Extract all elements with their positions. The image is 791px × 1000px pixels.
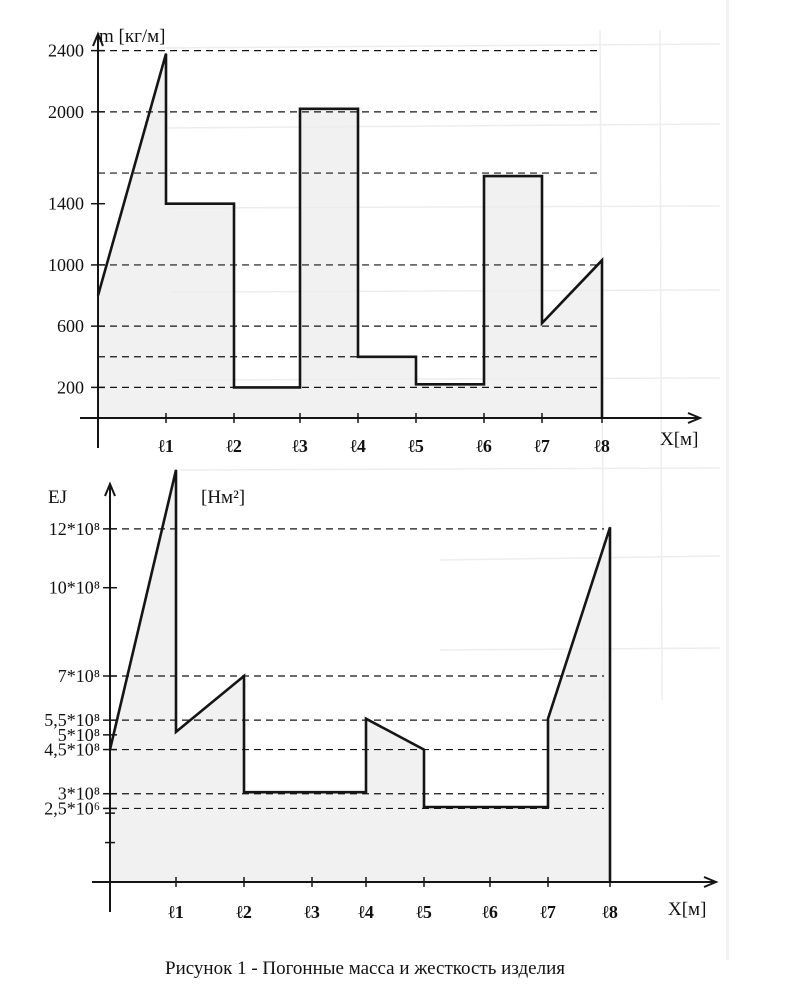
x-category-label: ℓ1 — [168, 902, 184, 922]
figure-caption: Рисунок 1 - Погонные масса и жесткость и… — [165, 958, 565, 979]
y-tick-label: 1400 — [48, 194, 84, 214]
data-point — [299, 386, 301, 388]
x-category-label: ℓ6 — [476, 436, 492, 456]
y-tick-label: 2000 — [48, 102, 84, 122]
data-point — [483, 175, 485, 177]
y-tick-label: 10*10⁸ — [49, 578, 100, 598]
y-tick-label: 2400 — [48, 41, 84, 61]
x-axis-label: X[м] — [660, 429, 698, 450]
x-category-label: ℓ7 — [540, 902, 556, 922]
data-point — [423, 748, 425, 751]
data-point — [541, 322, 543, 324]
data-point — [365, 718, 367, 720]
y-tick-label: 7*10⁸ — [58, 666, 100, 686]
data-point — [541, 175, 543, 177]
x-category-label: ℓ3 — [304, 902, 320, 922]
y-tick-label: 1000 — [48, 255, 84, 275]
area-fill-1 — [98, 53, 602, 418]
y-tick-label: 3*10⁸ — [58, 784, 100, 804]
y-tick-label: 12*10⁸ — [49, 519, 100, 539]
x-axis-label: X[м] — [668, 899, 706, 920]
y-tick-label: 4,5*10⁸ — [44, 740, 100, 760]
x-category-label: ℓ2 — [226, 436, 242, 456]
data-point — [601, 259, 603, 261]
data-point — [357, 356, 359, 358]
x-category-label: ℓ5 — [416, 902, 432, 922]
data-point — [357, 108, 359, 110]
data-point — [233, 386, 235, 388]
data-point — [243, 675, 245, 677]
y-tick-label: 5,5*10⁸ — [44, 710, 100, 730]
data-point — [97, 294, 99, 297]
y-axis-label: m [кг/м] — [99, 26, 166, 47]
data-point — [109, 748, 111, 751]
y-axis-label: EJ — [48, 487, 67, 508]
data-point — [601, 417, 603, 419]
y-tick-label: 2,5*10⁶ — [44, 798, 100, 818]
data-point — [609, 526, 611, 528]
x-axis-arrow — [703, 876, 719, 888]
area-fill-2 — [110, 470, 610, 882]
data-point — [415, 383, 417, 385]
x-category-label: ℓ6 — [482, 902, 498, 922]
x-category-label: ℓ3 — [292, 436, 308, 456]
data-point — [365, 791, 367, 793]
data-point — [547, 718, 549, 720]
data-point — [299, 108, 301, 110]
x-category-label: ℓ4 — [350, 436, 366, 456]
data-point — [243, 791, 245, 793]
data-point — [175, 469, 177, 471]
y-tick-label: 600 — [57, 316, 84, 336]
data-point — [609, 881, 611, 883]
data-point — [175, 731, 177, 733]
x-category-label: ℓ1 — [158, 436, 174, 456]
y-tick-label: 5*10⁸ — [58, 725, 100, 745]
x-category-label: ℓ8 — [602, 902, 618, 922]
data-point — [165, 53, 167, 55]
data-point — [165, 203, 167, 205]
x-axis-arrow — [687, 412, 703, 424]
data-point — [547, 806, 549, 808]
x-category-label: ℓ5 — [408, 436, 424, 456]
x-category-label: ℓ8 — [594, 436, 610, 456]
x-category-label: ℓ7 — [534, 436, 550, 456]
y-axis-arrow — [92, 31, 104, 47]
data-point — [233, 203, 235, 205]
data-point — [483, 383, 485, 385]
y-axis-arrow — [104, 481, 116, 497]
data-point — [423, 806, 425, 808]
unit-label: [Нм²] — [201, 487, 245, 508]
scan-edge — [726, 0, 729, 960]
mass-chart: 2400 2000 1400 1000 600 200 ℓ1 ℓ2 ℓ3 ℓ4 ℓ5 ℓ6 ℓ7 ℓ8 m … — [48, 26, 703, 456]
data-point — [415, 356, 417, 358]
x-category-label: ℓ2 — [236, 902, 252, 922]
x-category-label: ℓ4 — [358, 902, 374, 922]
y-tick-label: 200 — [57, 377, 84, 397]
